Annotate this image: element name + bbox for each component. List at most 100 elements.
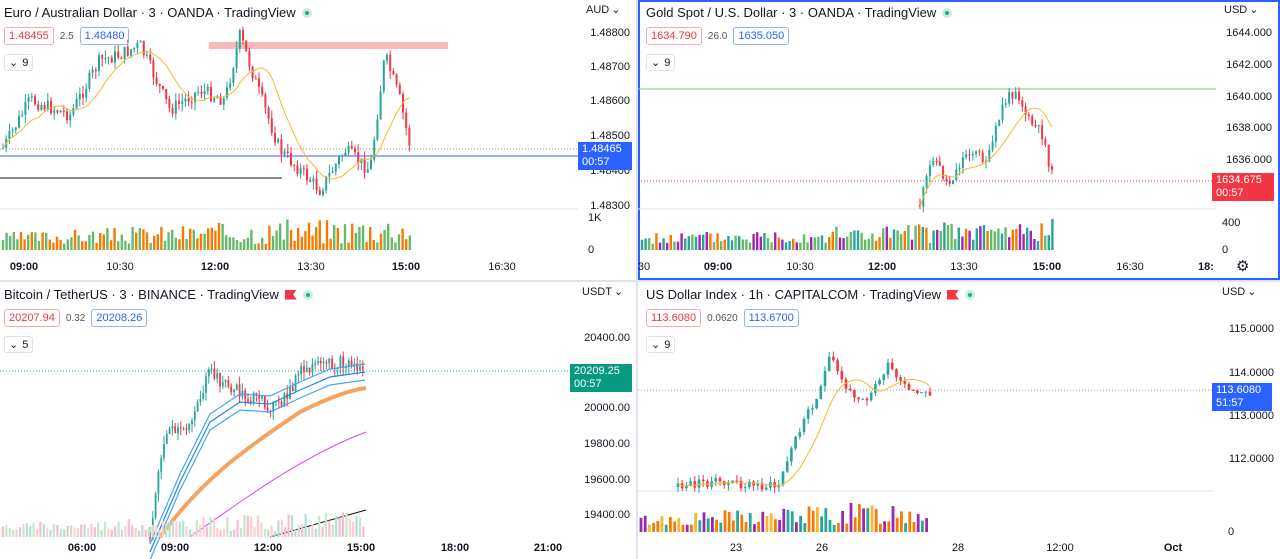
buy-button[interactable]: 20208.26 bbox=[91, 309, 148, 327]
volume-bar bbox=[939, 231, 942, 250]
indicators-toggle[interactable]: ⌄ 9 bbox=[4, 54, 34, 71]
buy-button[interactable]: 113.6700 bbox=[743, 309, 799, 327]
pane-divider-horizontal[interactable] bbox=[0, 280, 1280, 282]
currency-select[interactable]: AUD ⌄ bbox=[586, 3, 620, 17]
volume-bar bbox=[871, 233, 874, 250]
candle-body bbox=[798, 432, 802, 437]
volume-bar bbox=[138, 228, 141, 250]
moving-average-line bbox=[919, 107, 1053, 207]
envelope-lower-line bbox=[149, 379, 366, 559]
candle-body bbox=[242, 30, 244, 41]
candle-body bbox=[139, 41, 142, 43]
time-tick: 13:30 bbox=[297, 261, 325, 273]
candle-body bbox=[739, 480, 743, 489]
candle-body bbox=[1027, 114, 1030, 116]
volume-bar bbox=[76, 528, 79, 537]
candle-body bbox=[235, 48, 238, 69]
volume-bar bbox=[102, 234, 105, 250]
candle-body bbox=[844, 379, 848, 389]
volume-bar bbox=[656, 521, 660, 532]
volume-bar bbox=[39, 521, 42, 537]
time-tick: 21:00 bbox=[533, 542, 563, 554]
sell-button[interactable]: 1.48455 bbox=[4, 27, 54, 45]
chart-pane-btcusdt[interactable]: Bitcoin / TetherUS · 3 · BINANCE · Tradi… bbox=[0, 282, 636, 559]
buy-button[interactable]: 1.48480 bbox=[79, 27, 130, 45]
currency-select[interactable]: USD ⌄ bbox=[1224, 3, 1258, 17]
pane-divider-vertical[interactable] bbox=[636, 0, 638, 559]
volume-bar bbox=[727, 511, 731, 532]
volume-bar bbox=[908, 511, 912, 532]
indicators-toggle[interactable]: ⌄ 5 bbox=[4, 336, 34, 353]
xauusd-chart-canvas[interactable] bbox=[638, 0, 1280, 280]
price-axis[interactable]: AUD ⌄ 1.48800 1.48700 1.48600 1.48500 1.4… bbox=[578, 0, 636, 280]
candle-body bbox=[255, 392, 258, 395]
candle-body bbox=[361, 366, 364, 370]
volume-bar bbox=[753, 524, 756, 532]
volume-bar bbox=[88, 235, 91, 250]
chart-pane-xauusd[interactable]: Gold Spot / U.S. Dollar · 3 · OANDA · Tr… bbox=[638, 0, 1280, 280]
candle-body bbox=[174, 100, 177, 114]
volume-bar bbox=[734, 235, 737, 250]
volume-bar bbox=[52, 523, 56, 537]
volume-bar bbox=[907, 225, 910, 250]
volume-bar bbox=[30, 232, 33, 250]
volume-bar bbox=[340, 243, 343, 250]
price-axis[interactable]: USD ⌄ 1644.000 1642.000 1640.000 1638.000… bbox=[1216, 0, 1278, 280]
currency-select[interactable]: USDT ⌄ bbox=[582, 285, 623, 299]
time-axis[interactable]: 06:00 09:00 12:00 15:00 18:00 21:00 bbox=[0, 542, 572, 558]
volume-bar bbox=[867, 238, 870, 250]
indicators-toggle[interactable]: ⌄ 9 bbox=[646, 54, 676, 71]
candle-body bbox=[363, 158, 366, 173]
candle-body bbox=[334, 164, 337, 172]
candle-body bbox=[318, 190, 321, 195]
candle-body bbox=[328, 358, 331, 364]
volume-bar bbox=[358, 517, 362, 537]
candle-body bbox=[110, 57, 113, 63]
euraud-chart-canvas[interactable] bbox=[0, 0, 636, 280]
settings-gear-icon[interactable]: ⚙ bbox=[1236, 258, 1250, 275]
chevron-down-icon: ⌄ bbox=[651, 57, 661, 69]
candle-body bbox=[697, 479, 701, 488]
candle-body bbox=[280, 139, 283, 155]
candle-body bbox=[689, 481, 692, 487]
btcusdt-chart-canvas[interactable] bbox=[0, 282, 636, 559]
candle-body bbox=[985, 161, 987, 163]
volume-bar bbox=[652, 522, 655, 532]
volume-bar bbox=[156, 234, 159, 250]
volume-bar bbox=[304, 231, 307, 250]
candle-body bbox=[210, 368, 213, 370]
volume-bar bbox=[270, 525, 273, 537]
buy-button[interactable]: 1635.050 bbox=[733, 27, 790, 45]
dxy-chart-canvas[interactable] bbox=[638, 282, 1280, 559]
chart-pane-euraud[interactable]: Euro / Australian Dollar · 3 · OANDA · T… bbox=[0, 0, 636, 280]
currency-select[interactable]: USD ⌄ bbox=[1222, 285, 1256, 299]
volume-bar bbox=[199, 233, 203, 250]
indicators-toggle[interactable]: ⌄ 9 bbox=[646, 336, 676, 353]
volume-bar bbox=[892, 229, 896, 250]
sell-button[interactable]: 20207.94 bbox=[4, 309, 60, 327]
volume-bar bbox=[59, 529, 62, 537]
resistance-zone bbox=[209, 42, 448, 49]
chart-pane-dxy[interactable]: US Dollar Index · 1h · CAPITALCOM · Trad… bbox=[638, 282, 1280, 559]
candle-body bbox=[693, 481, 697, 488]
price-axis[interactable]: USD ⌄ 115.0000 114.0000 113.0000 112.0000… bbox=[1214, 282, 1280, 559]
time-tick: 23 bbox=[729, 542, 743, 554]
candle-body bbox=[357, 152, 360, 163]
candle-body bbox=[245, 40, 248, 52]
candle-body bbox=[136, 42, 139, 48]
volume-bar bbox=[46, 528, 49, 537]
volume-tick: 400 bbox=[1222, 217, 1241, 229]
candle-body bbox=[233, 389, 235, 393]
candle-body bbox=[258, 78, 260, 87]
sell-button[interactable]: 113.6080 bbox=[646, 309, 702, 327]
candle-body bbox=[341, 155, 344, 157]
candle-body bbox=[731, 480, 734, 484]
volume-bar bbox=[788, 240, 791, 250]
time-axis[interactable]: 09:00 10:30 12:00 13:30 15:00 16:30 bbox=[0, 261, 578, 277]
price-axis[interactable]: USDT ⌄ 20400.00 20000.00 19800.00 19600.0… bbox=[572, 282, 636, 559]
time-axis[interactable]: 30 09:00 10:30 12:00 13:30 15:00 16:30 1… bbox=[638, 261, 1216, 277]
time-axis[interactable]: 23 26 28 12:00 Oct bbox=[638, 542, 1214, 558]
sell-button[interactable]: 1634.790 bbox=[646, 27, 702, 45]
volume-bar bbox=[832, 524, 836, 532]
volume-bar bbox=[256, 515, 260, 537]
